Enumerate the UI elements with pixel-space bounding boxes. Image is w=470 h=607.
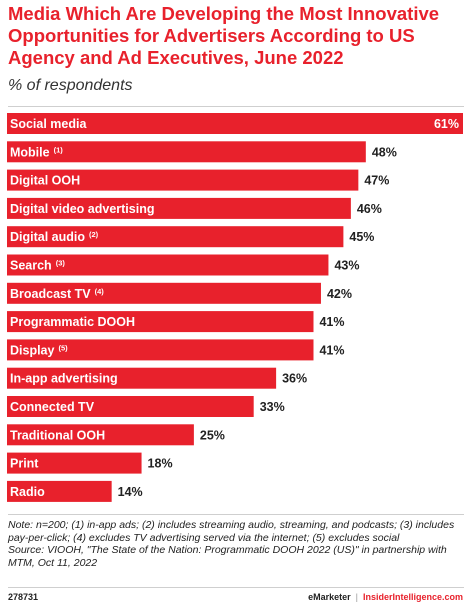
bar	[7, 480, 112, 502]
bar-value-label: 18%	[148, 457, 173, 471]
bar-category-label: Digital video advertising	[10, 202, 154, 216]
bar-value-label: 33%	[260, 400, 285, 414]
chart-subtitle: % of respondents	[8, 77, 133, 94]
bar-category-label: Broadcast TV (4)	[10, 287, 104, 301]
bar-value-label: 25%	[200, 428, 225, 442]
bar-value-label: 47%	[364, 174, 389, 188]
bar	[7, 169, 359, 191]
bar-category-label: Display (5)	[10, 343, 68, 357]
bar-category-label: Programmatic DOOH	[10, 315, 135, 329]
bar	[7, 226, 344, 248]
note-text: Note: n=200; (1) in-app ads; (2) include…	[8, 519, 455, 544]
bar	[7, 311, 314, 333]
bar-category-label: Digital OOH	[10, 174, 80, 188]
bar	[7, 396, 254, 417]
bar	[7, 452, 142, 474]
bar-value-label: 41%	[319, 343, 344, 357]
bar-value-label: 61%	[434, 117, 459, 131]
bar-value-label: 45%	[349, 230, 374, 244]
insider-intelligence-logo: InsiderIntelligence.com	[362, 592, 463, 602]
bar-category-label: Mobile (1)	[10, 145, 63, 159]
top-divider	[8, 106, 464, 107]
bar	[7, 141, 366, 163]
footer-brand: eMarketer | InsiderIntelligence.com	[308, 592, 463, 602]
bar-category-label: Traditional OOH	[10, 428, 105, 442]
bar	[7, 424, 194, 446]
bar-category-label: In-app advertising	[10, 372, 118, 386]
brand-separator: |	[355, 592, 358, 602]
bar-value-label: 14%	[118, 485, 143, 499]
notes-block: Note: n=200; (1) in-app ads; (2) include…	[8, 519, 463, 569]
bar	[7, 197, 351, 219]
notes-divider	[8, 514, 464, 515]
bar	[7, 113, 463, 134]
bar	[7, 282, 321, 304]
bar-category-label: Digital audio (2)	[10, 230, 99, 244]
bar-value-label: 42%	[327, 287, 352, 301]
bar-category-label: Search (3)	[10, 259, 65, 273]
bar-category-label: Connected TV	[10, 400, 95, 414]
bar-chart: Social media 61% Mobile (1) 48% Digital OOH 47…	[7, 113, 463, 502]
bar-category-label: Radio	[10, 485, 45, 499]
chart-id: 278731	[8, 592, 39, 602]
bar-value-label: 36%	[282, 372, 307, 386]
bar	[7, 367, 277, 389]
footer-divider	[8, 587, 464, 588]
chart-title: Media Which Are Developing the Most Inno…	[8, 3, 440, 68]
bar-value-label: 46%	[357, 202, 382, 216]
bar-value-label: 43%	[334, 259, 359, 273]
bar-value-label: 41%	[319, 315, 344, 329]
emarketer-logo: eMarketer	[308, 592, 351, 602]
bar	[7, 339, 314, 361]
bar	[7, 254, 329, 276]
bar-category-label: Social media	[10, 117, 87, 131]
source-text: Source: VIOOH, "The State of the Nation:…	[8, 544, 447, 569]
bar-value-label: 48%	[372, 145, 397, 159]
bar-category-label: Print	[10, 457, 39, 471]
